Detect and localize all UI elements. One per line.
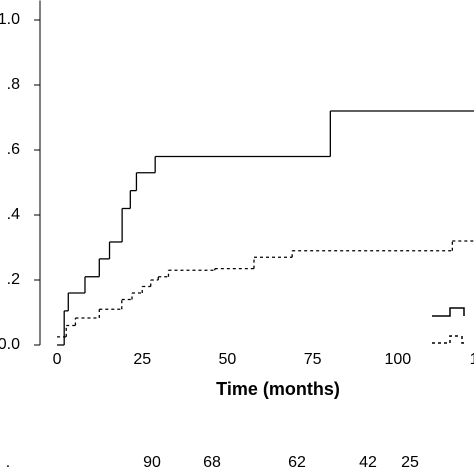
y-tick-label: .6 bbox=[7, 141, 20, 158]
x-tick-label: 100 bbox=[384, 351, 411, 368]
x-tick-label: 125 bbox=[470, 351, 474, 368]
x-tick-label: 75 bbox=[304, 351, 322, 368]
y-tick-label: .4 bbox=[7, 206, 20, 223]
at-risk-count: 25 bbox=[401, 454, 419, 471]
x-tick-label: 25 bbox=[133, 351, 151, 368]
y-tick-label: .2 bbox=[7, 271, 20, 288]
at-risk-count: 68 bbox=[203, 454, 221, 471]
legend-dotted bbox=[432, 335, 466, 344]
x-tick-label: 50 bbox=[219, 351, 237, 368]
y-tick-label: 0.0 bbox=[0, 336, 20, 353]
at-risk-count: 62 bbox=[288, 454, 306, 471]
x-axis-label: Time (months) bbox=[216, 379, 340, 399]
legend bbox=[432, 307, 466, 344]
x-tick-label: 0 bbox=[53, 351, 62, 368]
row-marker: . bbox=[6, 454, 10, 471]
y-tick-label: 1.0 bbox=[0, 11, 20, 28]
y-tick-label: .8 bbox=[7, 76, 20, 93]
legend-solid bbox=[432, 307, 465, 317]
at-risk-count: 90 bbox=[143, 454, 161, 471]
at-risk-count: 42 bbox=[359, 454, 377, 471]
